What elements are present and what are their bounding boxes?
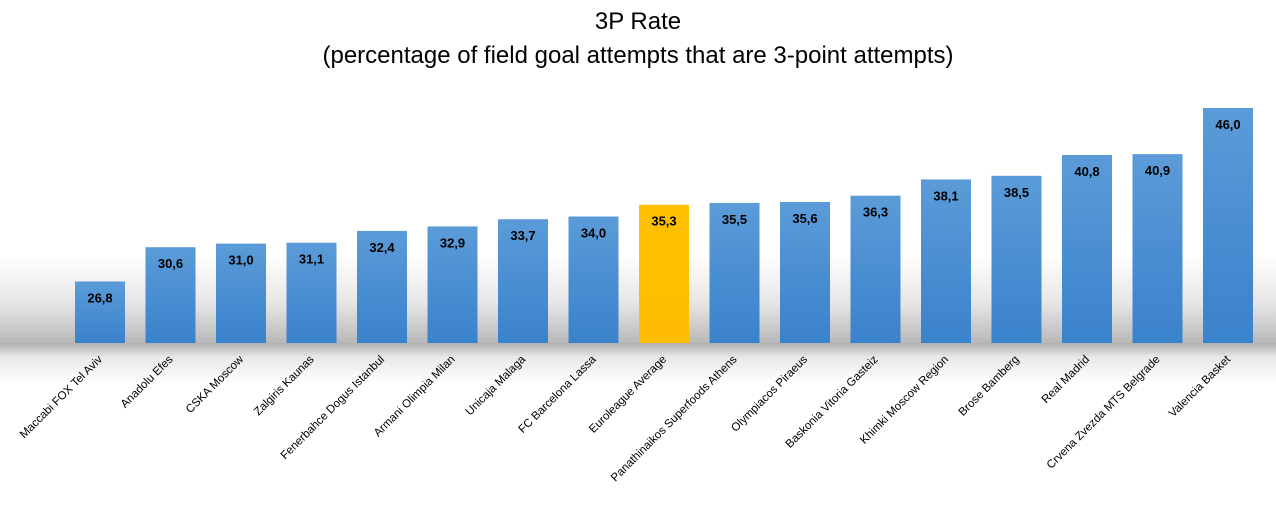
bar: [850, 195, 901, 343]
bar: [427, 226, 478, 343]
data-label: 36,3: [863, 205, 888, 220]
floor-shadow-bottom: [0, 343, 1276, 383]
bar: [75, 281, 125, 343]
data-label: 31,0: [228, 253, 253, 268]
data-label: 35,3: [651, 214, 676, 229]
bar: [568, 216, 619, 343]
bar: [991, 175, 1042, 343]
data-label: 26,8: [87, 291, 112, 306]
bar: [498, 219, 548, 343]
data-label: 40,9: [1145, 163, 1170, 178]
data-label: 33,7: [510, 228, 535, 243]
chart-subtitle: (percentage of field goal attempts that …: [322, 42, 954, 69]
bar: [709, 202, 760, 343]
data-label: 40,8: [1074, 164, 1099, 179]
bar: [1132, 154, 1183, 343]
data-label: 38,5: [1004, 185, 1029, 200]
bar: [921, 179, 971, 343]
data-label: 32,4: [369, 240, 395, 255]
data-label: 38,1: [933, 188, 958, 203]
bar-highlight: [639, 204, 689, 343]
bar: [1062, 155, 1112, 343]
data-label: 35,5: [722, 212, 747, 227]
bar: [357, 230, 407, 343]
data-label: 30,6: [158, 256, 183, 271]
chart-title: 3P Rate: [594, 8, 682, 35]
bar: [780, 202, 830, 343]
bar: [216, 243, 266, 343]
data-label: 35,6: [792, 211, 817, 226]
data-label: 46,0: [1215, 117, 1240, 132]
data-label: 31,1: [299, 252, 324, 267]
bar: [286, 242, 337, 343]
data-label: 32,9: [440, 235, 465, 250]
data-label: 34,0: [581, 226, 606, 241]
bar: [145, 247, 196, 343]
bar: [1203, 108, 1253, 343]
